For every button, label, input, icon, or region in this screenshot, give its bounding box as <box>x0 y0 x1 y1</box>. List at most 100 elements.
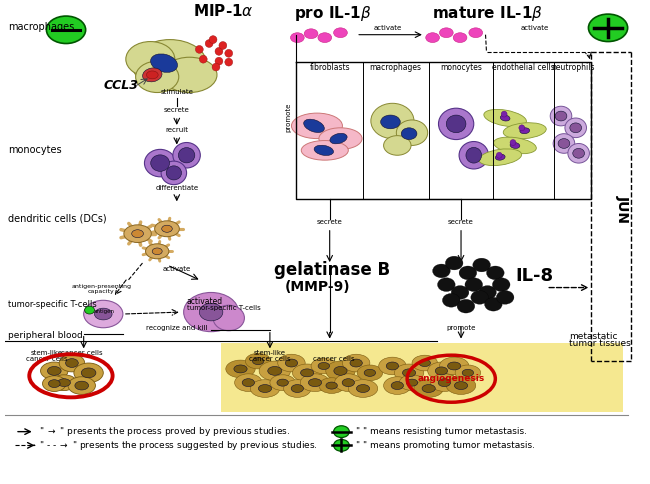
Ellipse shape <box>433 264 450 278</box>
Ellipse shape <box>285 359 298 367</box>
Ellipse shape <box>292 364 322 382</box>
Ellipse shape <box>301 140 348 160</box>
Ellipse shape <box>196 45 203 53</box>
Ellipse shape <box>326 361 355 381</box>
Ellipse shape <box>283 379 311 397</box>
Ellipse shape <box>428 362 455 379</box>
Ellipse shape <box>84 306 94 314</box>
Ellipse shape <box>48 379 60 388</box>
Ellipse shape <box>501 111 507 117</box>
Text: capacity: capacity <box>88 289 114 294</box>
Ellipse shape <box>510 142 520 149</box>
Ellipse shape <box>152 248 162 255</box>
Ellipse shape <box>304 119 324 133</box>
Text: stimulate: stimulate <box>161 90 193 95</box>
Ellipse shape <box>471 290 488 304</box>
Ellipse shape <box>356 385 370 393</box>
Text: CCL3: CCL3 <box>103 78 138 91</box>
Ellipse shape <box>399 375 424 391</box>
Ellipse shape <box>42 376 66 392</box>
Ellipse shape <box>250 379 280 397</box>
Ellipse shape <box>342 378 354 387</box>
Ellipse shape <box>588 14 628 42</box>
Ellipse shape <box>311 358 337 374</box>
Text: cancer cells: cancer cells <box>61 350 103 356</box>
Ellipse shape <box>319 378 344 393</box>
Text: promote: promote <box>447 325 476 331</box>
Ellipse shape <box>166 166 181 180</box>
Ellipse shape <box>459 266 476 280</box>
Ellipse shape <box>453 33 467 43</box>
Ellipse shape <box>270 375 295 391</box>
Text: antigen: antigen <box>94 309 114 314</box>
Ellipse shape <box>484 109 527 127</box>
Ellipse shape <box>213 305 244 331</box>
Ellipse shape <box>447 377 476 394</box>
Ellipse shape <box>333 28 347 38</box>
Ellipse shape <box>396 120 428 146</box>
Text: fibroblasts: fibroblasts <box>309 63 350 72</box>
Text: angiogenesis: angiogenesis <box>417 374 485 383</box>
Ellipse shape <box>497 152 502 158</box>
Ellipse shape <box>497 290 514 304</box>
Ellipse shape <box>478 286 497 299</box>
Ellipse shape <box>333 426 349 438</box>
Ellipse shape <box>75 381 88 390</box>
Ellipse shape <box>212 63 220 71</box>
Text: recruit: recruit <box>165 127 188 133</box>
Ellipse shape <box>519 125 525 131</box>
Ellipse shape <box>568 143 590 163</box>
Ellipse shape <box>330 133 347 144</box>
Ellipse shape <box>412 355 437 371</box>
Ellipse shape <box>457 299 474 313</box>
Ellipse shape <box>291 33 304 43</box>
Ellipse shape <box>126 42 175 77</box>
Ellipse shape <box>151 54 177 72</box>
Text: monocytes: monocytes <box>440 63 482 72</box>
Text: peripheral blood: peripheral blood <box>8 331 83 340</box>
Ellipse shape <box>422 385 436 393</box>
Ellipse shape <box>466 148 482 163</box>
Text: " $\rightarrow$ " presents the process proved by previous studies.: " $\rightarrow$ " presents the process p… <box>38 425 290 438</box>
Ellipse shape <box>173 142 200 168</box>
Ellipse shape <box>438 378 450 387</box>
Text: tumor-specific T-cells: tumor-specific T-cells <box>8 300 97 309</box>
Ellipse shape <box>573 149 584 158</box>
Ellipse shape <box>333 439 349 451</box>
Ellipse shape <box>40 362 68 379</box>
Ellipse shape <box>132 230 144 238</box>
Ellipse shape <box>437 278 455 291</box>
Ellipse shape <box>234 365 247 373</box>
Ellipse shape <box>454 381 467 390</box>
Ellipse shape <box>334 366 347 375</box>
Ellipse shape <box>66 359 78 367</box>
Ellipse shape <box>462 369 474 377</box>
Ellipse shape <box>348 379 378 397</box>
Ellipse shape <box>205 40 213 47</box>
Ellipse shape <box>439 28 453 38</box>
Ellipse shape <box>495 154 505 160</box>
Ellipse shape <box>59 354 84 372</box>
Text: activate: activate <box>162 266 191 272</box>
Text: promote: promote <box>285 103 292 132</box>
Text: secrete: secrete <box>164 107 190 113</box>
Ellipse shape <box>318 363 330 369</box>
Ellipse shape <box>486 266 504 280</box>
Text: secrete: secrete <box>317 219 343 225</box>
Ellipse shape <box>469 28 482 38</box>
Text: neutrophils: neutrophils <box>551 63 595 72</box>
Ellipse shape <box>58 378 70 387</box>
Text: tumor-specific T-cells: tumor-specific T-cells <box>187 305 261 311</box>
Ellipse shape <box>161 161 187 185</box>
Ellipse shape <box>277 379 289 386</box>
Ellipse shape <box>391 381 404 390</box>
Ellipse shape <box>252 358 264 364</box>
Ellipse shape <box>510 139 516 146</box>
Ellipse shape <box>215 57 223 65</box>
Ellipse shape <box>155 221 179 237</box>
Ellipse shape <box>493 278 510 291</box>
Ellipse shape <box>146 71 158 79</box>
Ellipse shape <box>151 155 170 171</box>
Ellipse shape <box>414 379 443 397</box>
Ellipse shape <box>144 150 176 177</box>
